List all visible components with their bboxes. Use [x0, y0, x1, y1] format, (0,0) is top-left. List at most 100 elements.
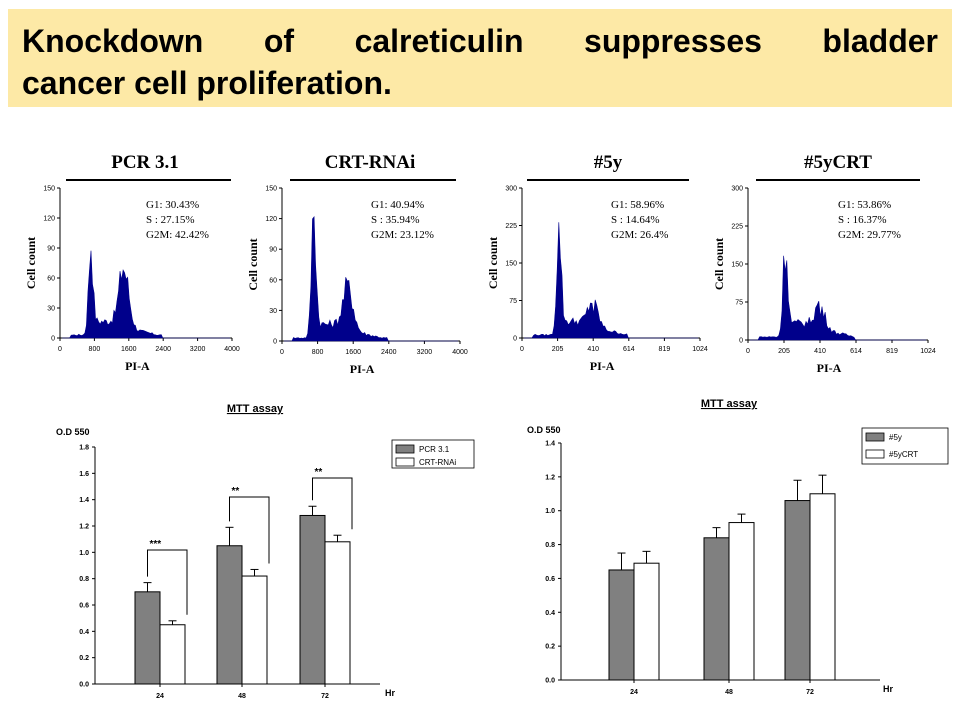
bar: [608, 569, 635, 681]
y-tick-label: 0.2: [545, 644, 555, 651]
y-tick-label: 30: [269, 308, 277, 315]
significance-marker: **: [315, 467, 323, 478]
title-word: Knockdown: [22, 23, 204, 59]
y-tick-label: 60: [47, 276, 55, 283]
mtt-chart: MTT assay O.D 550 Hr 0.0 0.2 0.4 0.6 0.8 1.0 1.2 1…: [527, 398, 949, 696]
y-axis-title: Cell count: [486, 237, 500, 289]
dna-histogram: [284, 215, 458, 342]
y-tick-label: 0: [513, 336, 517, 343]
y-tick-label: 1.4: [545, 441, 555, 448]
legend-label: PCR 3.1: [419, 445, 450, 454]
cell-cycle-stat: G1: 53.86%: [838, 199, 891, 211]
x-tick-label: 819: [659, 346, 671, 353]
bar: [159, 624, 186, 685]
title-word: calreticulin: [354, 23, 524, 59]
x-tick-label: 48: [725, 689, 733, 696]
x-tick-label: 2400: [155, 346, 171, 353]
x-tick-label: 800: [89, 346, 101, 353]
chart-title: MTT assay: [227, 403, 284, 415]
bar: [324, 541, 351, 685]
flow-panel-title: CRT-RNAi: [325, 152, 415, 173]
bar: [728, 522, 755, 681]
y-tick-label: 30: [47, 306, 55, 313]
cell-cycle-stat: G2M: 23.12%: [371, 229, 434, 241]
y-tick-label: 90: [269, 247, 277, 254]
y-axis-title: Cell count: [712, 238, 726, 290]
significance-marker: ***: [150, 539, 162, 550]
x-tick-label: 72: [321, 693, 329, 700]
cell-cycle-stat: G2M: 42.42%: [146, 229, 209, 241]
y-tick-label: 0.6: [79, 603, 89, 610]
x-tick-label: 1024: [920, 348, 936, 355]
slide-title-line-2: cancer cell proliferation.: [22, 65, 392, 101]
x-tick-label: 614: [623, 346, 635, 353]
title-banner: Knockdown of calreticulin suppresses bla…: [8, 9, 952, 107]
y-axis-title: Cell count: [24, 237, 38, 289]
y-tick-label: 150: [731, 262, 743, 269]
legend-label: #5y: [889, 433, 902, 442]
legend-swatch: [395, 444, 415, 454]
mtt-chart: MTT assay O.D 550 Hr 0.0 0.2 0.4 0.6 0.8 1.0 1.2 1…: [56, 403, 475, 700]
significance-bracket: [229, 496, 270, 564]
flow-panel: #5y 0 75 150 225 300 0 205 410 614 819 1024 PI-A Cell…: [486, 152, 708, 373]
flow-panel: #5yCRT 0 75 150 225 300 0 205 410 614 819 1024 PI-A C…: [712, 152, 936, 375]
x-tick-label: 1600: [345, 349, 361, 356]
y-tick-label: 120: [265, 216, 277, 223]
cell-cycle-stat: G1: 30.43%: [146, 199, 199, 211]
y-tick-label: 0.8: [79, 576, 89, 583]
flow-panel-title: PCR 3.1: [111, 152, 179, 173]
x-tick-label: 0: [280, 349, 284, 356]
bar: [703, 537, 730, 681]
y-tick-label: 0: [739, 338, 743, 345]
y-tick-label: 60: [269, 277, 277, 284]
x-tick-label: 72: [806, 689, 814, 696]
y-tick-label: 1.8: [79, 445, 89, 452]
title-word: bladder: [822, 23, 938, 59]
y-tick-label: 1.2: [545, 474, 555, 481]
x-tick-label: 819: [886, 348, 898, 355]
y-tick-label: 75: [509, 298, 517, 305]
y-tick-label: 0.8: [545, 542, 555, 549]
y-tick-label: 0.0: [79, 682, 89, 689]
dna-histogram: [750, 255, 926, 341]
cell-cycle-stat: S : 27.15%: [146, 214, 195, 226]
y-axis-title: O.D 550: [527, 425, 561, 435]
y-tick-label: 225: [505, 223, 517, 230]
flow-panel: CRT-RNAi 0 30 60 90 120 150 0 800 1600 2400 3200 400…: [246, 152, 468, 376]
dna-histogram: [524, 222, 698, 339]
x-axis-title: PI-A: [817, 361, 842, 375]
y-tick-label: 120: [43, 216, 55, 223]
significance-marker: **: [232, 486, 240, 497]
legend-swatch: [395, 457, 415, 467]
y-tick-label: 0: [51, 336, 55, 343]
y-tick-label: 0: [273, 339, 277, 346]
x-tick-label: 24: [156, 693, 164, 700]
cell-cycle-stat: S : 16.37%: [838, 214, 887, 226]
x-tick-label: 800: [312, 349, 324, 356]
x-tick-label: 24: [630, 689, 638, 696]
y-axis-title: Cell count: [246, 238, 260, 290]
y-tick-label: 0.4: [79, 629, 89, 636]
cell-cycle-stat: G1: 58.96%: [611, 199, 664, 211]
significance-bracket: [147, 549, 188, 615]
x-tick-label: 0: [58, 346, 62, 353]
y-tick-label: 1.6: [79, 471, 89, 478]
bar: [633, 562, 660, 681]
y-tick-label: 1.0: [79, 550, 89, 557]
x-tick-label: 205: [552, 346, 564, 353]
x-tick-label: 1024: [692, 346, 708, 353]
y-tick-label: 225: [731, 224, 743, 231]
cell-cycle-stat: G2M: 26.4%: [611, 229, 668, 241]
legend-swatch: [865, 449, 885, 459]
bar: [216, 545, 243, 685]
cell-cycle-stat: G1: 40.94%: [371, 199, 424, 211]
y-tick-label: 150: [43, 186, 55, 193]
slide-title-line-1: Knockdown of calreticulin suppresses bla…: [22, 23, 938, 60]
y-tick-label: 0.6: [545, 576, 555, 583]
x-tick-label: 3200: [417, 349, 433, 356]
y-tick-label: 0.2: [79, 655, 89, 662]
bar: [299, 514, 326, 685]
flow-panel-title: #5y: [594, 152, 623, 173]
y-tick-label: 300: [505, 186, 517, 193]
